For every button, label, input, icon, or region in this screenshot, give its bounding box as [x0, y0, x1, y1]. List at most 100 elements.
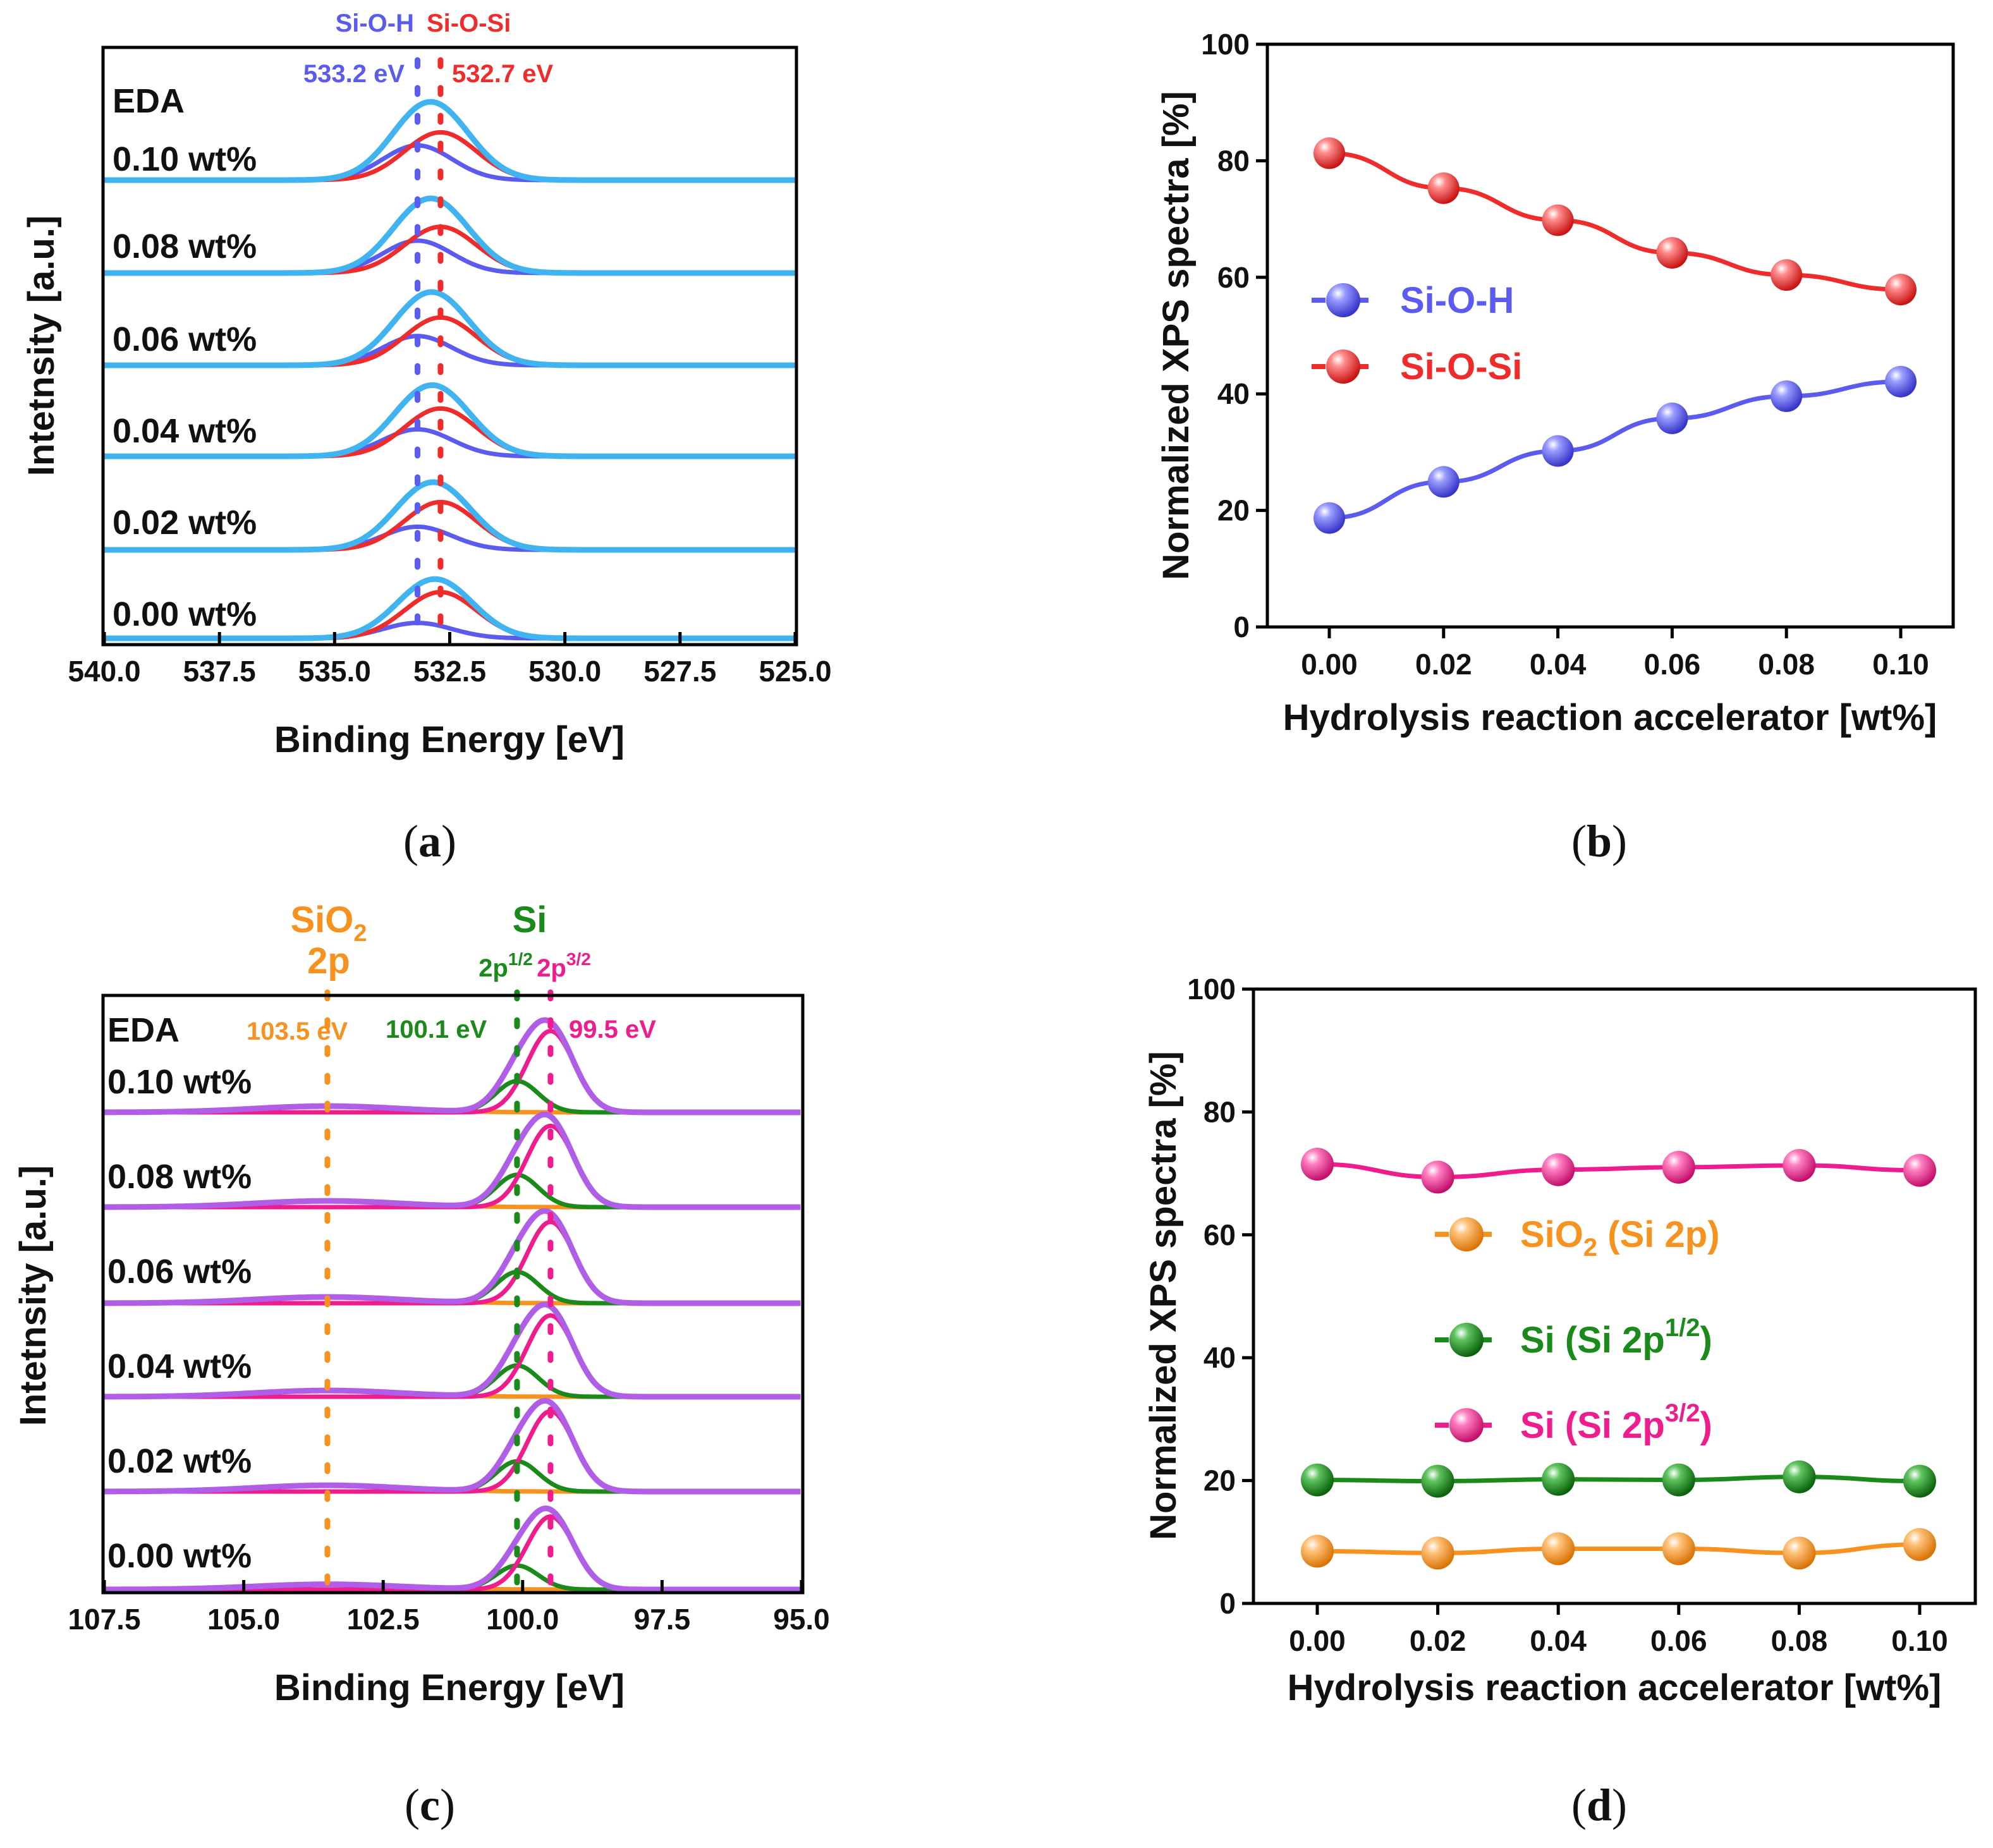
- d-x-tick-label: 0.10: [1891, 1624, 1948, 1657]
- b-data-point-si-o-si: [1313, 137, 1345, 169]
- d-plot-area: [1301, 1148, 1936, 1570]
- d-data-point-sio2-si-2p-: [1783, 1536, 1816, 1570]
- b-legend-label-sioh: Si-O-H: [1400, 280, 1514, 321]
- c-envelope-curve: [104, 1505, 801, 1593]
- a-envelope-curve: [104, 195, 796, 276]
- c-orbital-label-si-2p32: 2p3/2: [537, 949, 591, 982]
- d-data-point-sio2-si-2p-: [1301, 1535, 1334, 1568]
- b-x-tick-label: 0.08: [1758, 648, 1815, 681]
- a-x-tick-label: 532.5: [413, 655, 486, 688]
- b-plot-frame: [1265, 42, 1955, 629]
- b-series-line-si-o-h: [1329, 379, 1901, 521]
- d-data-point-si-si-2p3-2-: [1662, 1150, 1695, 1184]
- d-data-point-si-si-2p1-2-: [1783, 1460, 1816, 1493]
- d-data-point-sio2-si-2p-: [1662, 1532, 1695, 1565]
- d-legend-marker-sio2: [1449, 1217, 1484, 1251]
- a-sample-label: 0.06 wt%: [113, 320, 257, 358]
- c-envelope-curve: [104, 1208, 801, 1306]
- a-x-tick-label: 527.5: [643, 655, 716, 688]
- d-legend-label-si32: Si (Si 2p3/2): [1520, 1399, 1712, 1446]
- b-x-tick-label: 0.06: [1644, 648, 1701, 681]
- a-caption: (a): [403, 816, 456, 866]
- c-envelope-curve: [104, 1397, 801, 1495]
- d-y-tick-label: 60: [1204, 1219, 1236, 1251]
- b-data-point-si-o-h: [1885, 365, 1917, 398]
- a-x-tick-label: 525.0: [759, 655, 831, 688]
- b-y-tick-label: 20: [1217, 494, 1250, 527]
- a-eda-label: EDA: [113, 82, 185, 120]
- c-x-tick-label: 100.0: [486, 1603, 559, 1636]
- b-legend-marker-siosi: [1326, 350, 1360, 384]
- a-plot-frame: [101, 46, 798, 647]
- c-group-label-sio2: SiO2: [290, 899, 367, 947]
- a-envelope-curve: [104, 289, 796, 368]
- a-spectra-traces: [104, 99, 796, 641]
- c-sample-label: 0.02 wt%: [107, 1442, 252, 1480]
- b-data-point-si-o-si: [1771, 259, 1803, 291]
- d-data-point-si-si-2p3-2-: [1542, 1153, 1575, 1186]
- d-y-axis-title: Normalized XPS spectra [%]: [1143, 1051, 1184, 1540]
- d-data-point-si-si-2p3-2-: [1903, 1153, 1936, 1187]
- c-eda-label: EDA: [107, 1011, 180, 1049]
- d-data-point-sio2-si-2p-: [1903, 1528, 1936, 1561]
- a-x-tick-label: 537.5: [183, 655, 256, 688]
- c-y-axis-title: Intetnsity [a.u.]: [13, 1165, 54, 1426]
- d-data-point-si-si-2p3-2-: [1783, 1148, 1816, 1182]
- c-peak-energy-si-2p12: 100.1 eV: [386, 1016, 487, 1043]
- b-axis-ticks: 0.00 0.02 0.04 0.06 0.08 0.10 0 20 40 60 80 100: [1201, 28, 1929, 681]
- b-data-point-si-o-h: [1542, 435, 1574, 467]
- a-sample-label: 0.00 wt%: [113, 595, 257, 633]
- panel-a-xps-o1s-spectra: 540.0 537.5 535.0 532.5 530.0 527.5 525.0 EDA …: [21, 9, 832, 866]
- d-x-tick-label: 0.08: [1771, 1624, 1828, 1657]
- d-data-point-si-si-2p1-2-: [1421, 1464, 1454, 1498]
- panel-b-normalized-o1s: 0.00 0.02 0.04 0.06 0.08 0.10 0 20 40 60 80 100 Si-…: [1155, 28, 1955, 866]
- d-y-tick-label: 20: [1204, 1464, 1236, 1497]
- a-sample-label: 0.04 wt%: [113, 412, 257, 450]
- c-orbital-label-si-2p12: 2p1/2: [478, 949, 533, 982]
- d-caption: (d): [1571, 1780, 1627, 1830]
- b-series-line-si-o-si: [1329, 150, 1901, 292]
- a-peak-energy-siosi: 532.7 eV: [452, 60, 553, 88]
- c-x-tick-label: 107.5: [68, 1603, 140, 1636]
- a-sample-label: 0.02 wt%: [113, 504, 257, 542]
- d-data-point-si-si-2p1-2-: [1662, 1463, 1695, 1497]
- c-sample-label: 0.08 wt%: [107, 1158, 252, 1196]
- d-axis-ticks: 0.00 0.02 0.04 0.06 0.08 0.10 0 20 40 60 80 100: [1187, 973, 1948, 1657]
- a-peak-markers: [414, 57, 444, 638]
- b-x-tick-label: 0.04: [1530, 648, 1587, 681]
- d-data-point-sio2-si-2p-: [1542, 1532, 1575, 1565]
- d-x-axis-title: Hydrolysis reaction accelerator [wt%]: [1288, 1667, 1942, 1708]
- d-series-line-si-si-2p3-2-: [1317, 1162, 1920, 1179]
- c-sample-label: 0.06 wt%: [107, 1253, 252, 1291]
- a-sample-labels: EDA 0.10 wt% 0.08 wt% 0.06 wt% 0.04 wt% …: [113, 82, 257, 633]
- d-x-tick-label: 0.06: [1650, 1624, 1707, 1657]
- c-peak-markers: [324, 989, 554, 1596]
- a-peak-name-siosi: Si-O-Si: [427, 9, 511, 37]
- b-legend-marker-sioh: [1326, 283, 1360, 317]
- d-y-tick-label: 80: [1204, 1095, 1236, 1128]
- c-group-label-sio2-orbital: 2p: [307, 940, 350, 982]
- a-sample-label: 0.08 wt%: [113, 228, 257, 265]
- c-sample-label: 0.10 wt%: [107, 1063, 252, 1101]
- d-series-line-sio2-si-2p-: [1317, 1542, 1920, 1555]
- c-group-label-si: Si: [513, 899, 547, 940]
- b-y-axis-title: Normalized XPS spectra [%]: [1155, 91, 1197, 580]
- c-envelope-curve: [104, 1301, 801, 1400]
- b-y-tick-label: 80: [1217, 144, 1250, 177]
- c-x-ticks: 107.5 105.0 102.5 100.0 97.5 95.0: [68, 1580, 830, 1636]
- d-x-tick-label: 0.02: [1410, 1624, 1466, 1657]
- c-caption: (c): [405, 1780, 455, 1830]
- c-x-axis-title: Binding Energy [eV]: [274, 1667, 625, 1708]
- b-data-point-si-o-h: [1771, 380, 1803, 412]
- a-peak-name-sioh: Si-O-H: [336, 9, 414, 37]
- a-envelope-curve: [104, 382, 796, 459]
- c-sample-label: 0.04 wt%: [107, 1347, 252, 1385]
- b-x-tick-label: 0.00: [1301, 648, 1358, 681]
- a-peak-energy-sioh: 533.2 eV: [303, 60, 405, 88]
- b-data-point-si-o-si: [1885, 274, 1917, 306]
- a-sample-label: 0.10 wt%: [113, 140, 257, 178]
- d-legend-marker-si32: [1449, 1408, 1484, 1442]
- b-x-axis-title: Hydrolysis reaction accelerator [wt%]: [1283, 697, 1937, 738]
- a-x-axis-title: Binding Energy [eV]: [274, 719, 625, 760]
